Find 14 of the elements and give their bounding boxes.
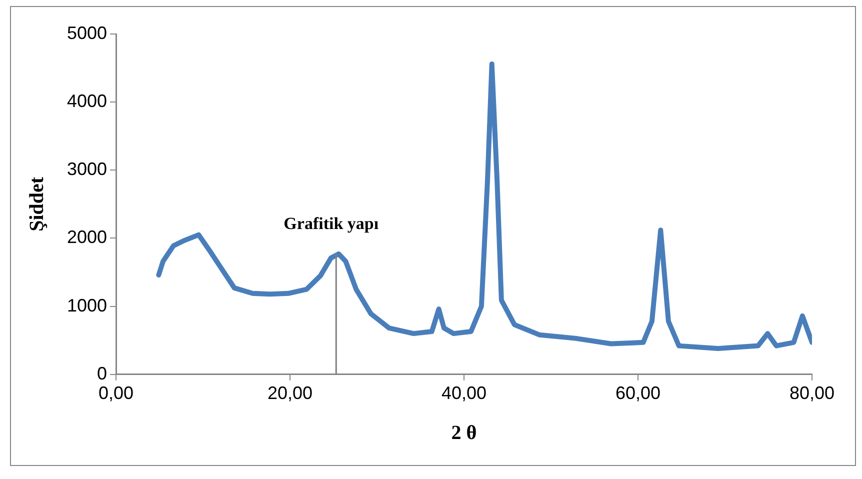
x-tick-label: 0,00 <box>98 383 134 404</box>
y-tick-label: 3000 <box>66 159 108 180</box>
y-tick-label: 0 <box>97 363 108 384</box>
y-axis-title: Şiddet <box>26 176 48 232</box>
y-tick-label: 2000 <box>66 227 108 248</box>
x-tick-label: 40,00 <box>442 383 487 404</box>
x-tick-label: 20,00 <box>268 383 313 404</box>
x-tick-label: 60,00 <box>615 383 661 404</box>
x-axis-title: 2 θ <box>451 422 477 444</box>
y-tick-label: 5000 <box>66 22 108 43</box>
x-tick-label: 80,00 <box>789 383 835 404</box>
y-tick-label: 1000 <box>66 295 108 316</box>
annotation: Grafitik yapı <box>284 214 379 234</box>
y-tick-label: 4000 <box>66 91 108 112</box>
